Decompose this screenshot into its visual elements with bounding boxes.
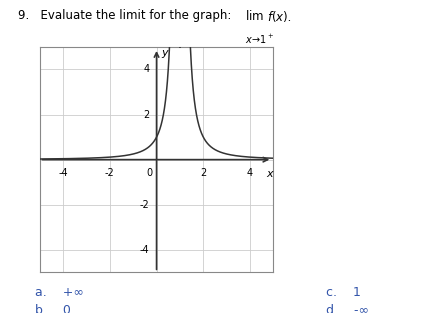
Text: $f(x)$.: $f(x)$. (267, 9, 291, 24)
Text: $x\!\rightarrow\!1^+$: $x\!\rightarrow\!1^+$ (245, 33, 274, 46)
Text: -4: -4 (58, 167, 68, 177)
Text: -2: -2 (105, 167, 115, 177)
Text: -2: -2 (140, 200, 149, 210)
Text: 4: 4 (143, 64, 149, 74)
Text: 2: 2 (143, 110, 149, 120)
Text: 2: 2 (200, 167, 206, 177)
Text: -4: -4 (140, 245, 149, 255)
Text: c.    1: c. 1 (326, 286, 361, 300)
Text: a.    +∞: a. +∞ (35, 286, 84, 300)
Text: d.    -∞: d. -∞ (326, 304, 369, 313)
Text: b.    0: b. 0 (35, 304, 71, 313)
Text: $\lim$: $\lim$ (245, 9, 264, 23)
Text: x: x (267, 169, 273, 179)
Text: 4: 4 (247, 167, 253, 177)
Text: y: y (162, 48, 168, 58)
Text: 9.   Evaluate the limit for the graph:: 9. Evaluate the limit for the graph: (18, 9, 239, 23)
Text: 0: 0 (146, 167, 152, 177)
